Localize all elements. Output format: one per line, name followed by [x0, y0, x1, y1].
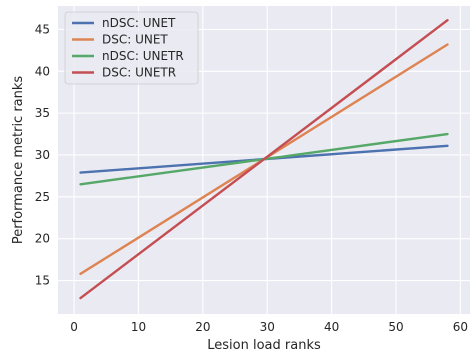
legend-label: DSC: UNET [102, 33, 168, 47]
y-tick-label: 15 [35, 274, 50, 288]
x-tick-label: 10 [131, 320, 146, 334]
x-tick-label: 40 [324, 320, 339, 334]
y-tick-label: 45 [35, 22, 50, 36]
y-tick-label: 35 [35, 106, 50, 120]
legend-label: DSC: UNETR [102, 66, 176, 80]
y-axis-label: Performance metric ranks [11, 76, 26, 245]
y-tick-label: 30 [35, 148, 50, 162]
x-tick-label: 50 [388, 320, 403, 334]
tick-labels: 0 10 20 30 40 50 60 15 20 25 30 35 40 45 [35, 22, 468, 334]
y-tick-label: 25 [35, 190, 50, 204]
y-tick-label: 20 [35, 232, 50, 246]
series-line-3 [79, 19, 449, 300]
legend-box [64, 11, 199, 85]
x-tick-label: 0 [70, 320, 78, 334]
x-tick-label: 60 [453, 320, 468, 334]
legend: nDSC: UNET DSC: UNET nDSC: UNETR DSC: UNETR [64, 11, 199, 85]
y-tick-label: 40 [35, 64, 50, 78]
series-lines [79, 19, 449, 300]
legend-label: nDSC: UNETR [102, 49, 184, 63]
x-tick-label: 20 [195, 320, 210, 334]
grid-lines [58, 6, 470, 314]
x-axis-label: Lesion load ranks [207, 338, 321, 353]
x-tick-label: 30 [260, 320, 275, 334]
legend-label: nDSC: UNET [102, 16, 176, 30]
